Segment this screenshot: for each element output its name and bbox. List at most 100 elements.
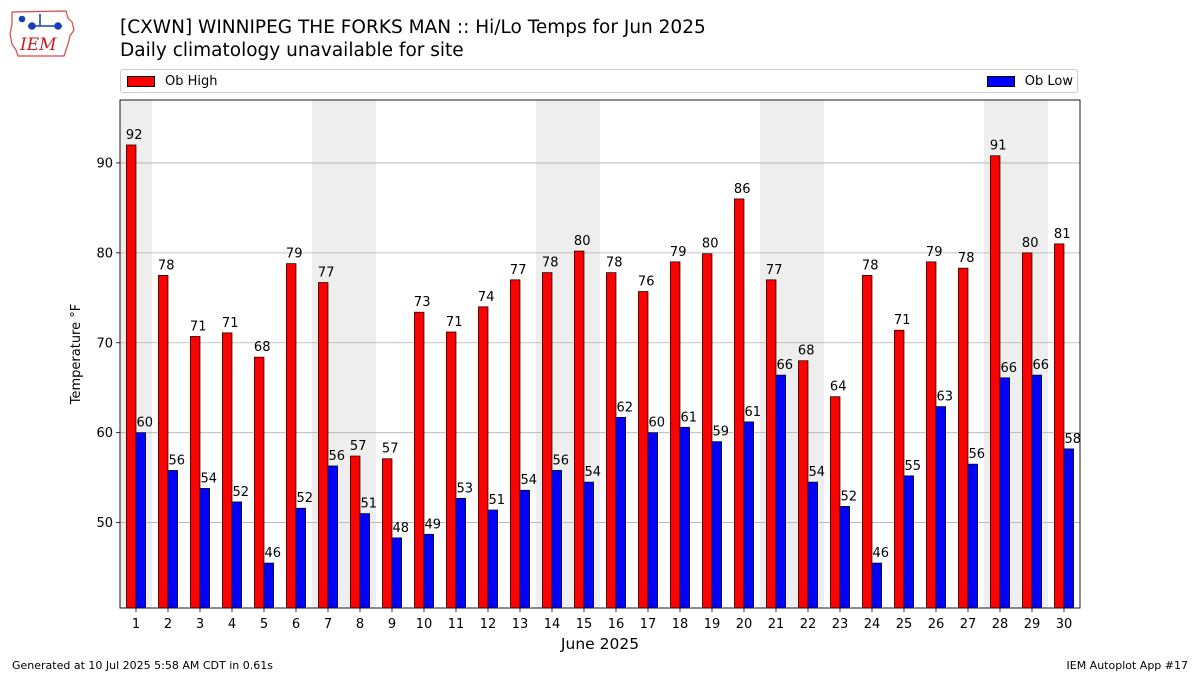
- bar-ob-low: [391, 537, 402, 609]
- data-label-ob-high: 73: [414, 295, 431, 310]
- data-label-ob-low: 63: [937, 390, 954, 405]
- x-tick-label: 20: [736, 617, 753, 632]
- bar-ob-low: [935, 406, 946, 609]
- data-label-ob-high: 78: [958, 251, 975, 266]
- data-label-ob-high: 77: [510, 263, 527, 278]
- bar-ob-low: [551, 470, 562, 609]
- bar-ob-low: [743, 421, 754, 609]
- x-tick-label: 13: [512, 617, 529, 632]
- data-label-ob-high: 79: [286, 247, 303, 262]
- data-label-ob-low: 61: [681, 410, 698, 425]
- bar-ob-low: [519, 489, 530, 609]
- bar-ob-low: [967, 463, 978, 609]
- legend-item-ob-high: Ob High: [127, 74, 218, 89]
- plot-frame: [119, 99, 1081, 609]
- x-tick-label: 10: [416, 617, 433, 632]
- data-label-ob-high: 57: [382, 442, 399, 457]
- y-axis-label: Temperature °F: [69, 304, 84, 405]
- x-tick-label: 14: [544, 617, 561, 632]
- data-label-ob-low: 61: [745, 405, 762, 420]
- bar-ob-low: [423, 533, 434, 609]
- iem-logo: IEM: [9, 10, 75, 57]
- bar-ob-high: [638, 291, 649, 609]
- x-tick-label: 21: [768, 617, 785, 632]
- bar-ob-high: [862, 274, 873, 609]
- data-label-ob-low: 48: [393, 521, 410, 536]
- x-tick-label: 24: [864, 617, 881, 632]
- bar-ob-high: [542, 272, 553, 609]
- x-tick-label: 4: [228, 617, 236, 632]
- app-id-label: IEM Autoplot App #17: [1066, 659, 1189, 672]
- x-tick-label: 16: [608, 617, 625, 632]
- bar-ob-high: [958, 267, 969, 609]
- data-label-ob-low: 52: [233, 485, 250, 500]
- x-tick-label: 8: [356, 617, 364, 632]
- data-label-ob-high: 78: [606, 256, 623, 271]
- x-tick-label: 17: [640, 617, 657, 632]
- legend: Ob High Ob Low: [120, 69, 1078, 93]
- bar-ob-high: [702, 253, 713, 609]
- bar-ob-high: [318, 282, 329, 609]
- data-label-ob-low: 66: [777, 358, 794, 373]
- bar-ob-low: [231, 501, 242, 609]
- data-label-ob-high: 86: [734, 182, 751, 197]
- bar-ob-low: [487, 509, 498, 609]
- bar-ob-high: [478, 306, 489, 609]
- bar-ob-high: [158, 274, 169, 609]
- data-label-ob-high: 77: [766, 263, 783, 278]
- x-tick-label: 27: [960, 617, 977, 632]
- x-tick-label: 1: [132, 617, 140, 632]
- bar-ob-low: [295, 507, 306, 609]
- data-label-ob-high: 78: [158, 258, 175, 273]
- bar-ob-high: [830, 396, 841, 609]
- bar-ob-low: [807, 481, 818, 609]
- bar-ob-low: [455, 497, 466, 609]
- data-label-ob-high: 78: [862, 258, 879, 273]
- x-tick-label: 23: [832, 617, 849, 632]
- bar-ob-high: [1054, 243, 1065, 609]
- data-label-ob-low: 53: [457, 481, 474, 496]
- data-label-ob-low: 46: [873, 546, 890, 561]
- bar-ob-low: [199, 488, 210, 609]
- y-tick-label: 60: [96, 426, 113, 441]
- bar-ob-low: [167, 470, 178, 609]
- bar-ob-high: [254, 356, 265, 609]
- data-label-ob-low: 54: [521, 473, 538, 488]
- bar-ob-high: [222, 332, 233, 609]
- weather-station-icon: [18, 14, 62, 30]
- x-tick-label: 29: [1024, 617, 1041, 632]
- chart-subtitle: Daily climatology unavailable for site: [120, 40, 464, 61]
- data-label-ob-high: 57: [350, 439, 367, 454]
- data-label-ob-low: 52: [841, 489, 858, 504]
- x-tick-label: 15: [576, 617, 593, 632]
- data-label-ob-high: 76: [638, 275, 655, 290]
- bar-ob-low: [871, 562, 882, 609]
- bar-ob-high: [414, 311, 425, 609]
- x-tick-label: 11: [448, 617, 465, 632]
- y-tick-label: 50: [96, 516, 113, 531]
- bar-ob-low: [583, 481, 594, 609]
- generated-timestamp: Generated at 10 Jul 2025 5:58 AM CDT in …: [12, 659, 273, 672]
- x-axis-label: June 2025: [560, 635, 639, 653]
- data-label-ob-low: 54: [585, 465, 602, 480]
- legend-label-ob-high: Ob High: [165, 74, 218, 89]
- data-label-ob-low: 59: [713, 425, 730, 440]
- bar-ob-high: [926, 261, 937, 609]
- legend-label-ob-low: Ob Low: [1024, 74, 1073, 89]
- data-label-ob-high: 92: [126, 128, 143, 143]
- bar-ob-low: [679, 426, 690, 609]
- data-label-ob-low: 49: [425, 517, 442, 532]
- chart-title: [CXWN] WINNIPEG THE FORKS MAN :: Hi/Lo T…: [120, 17, 706, 38]
- data-label-ob-low: 54: [201, 471, 218, 486]
- logo-text: IEM: [19, 35, 57, 55]
- bar-ob-high: [734, 198, 745, 609]
- data-label-ob-high: 77: [318, 266, 335, 281]
- x-tick-label: 30: [1056, 617, 1073, 632]
- x-tick-label: 6: [292, 617, 300, 632]
- bar-ob-low: [359, 513, 370, 609]
- bar-ob-low: [1063, 448, 1074, 609]
- bar-ob-high: [446, 331, 457, 609]
- bar-ob-high: [798, 360, 809, 609]
- data-label-ob-low: 51: [361, 497, 378, 512]
